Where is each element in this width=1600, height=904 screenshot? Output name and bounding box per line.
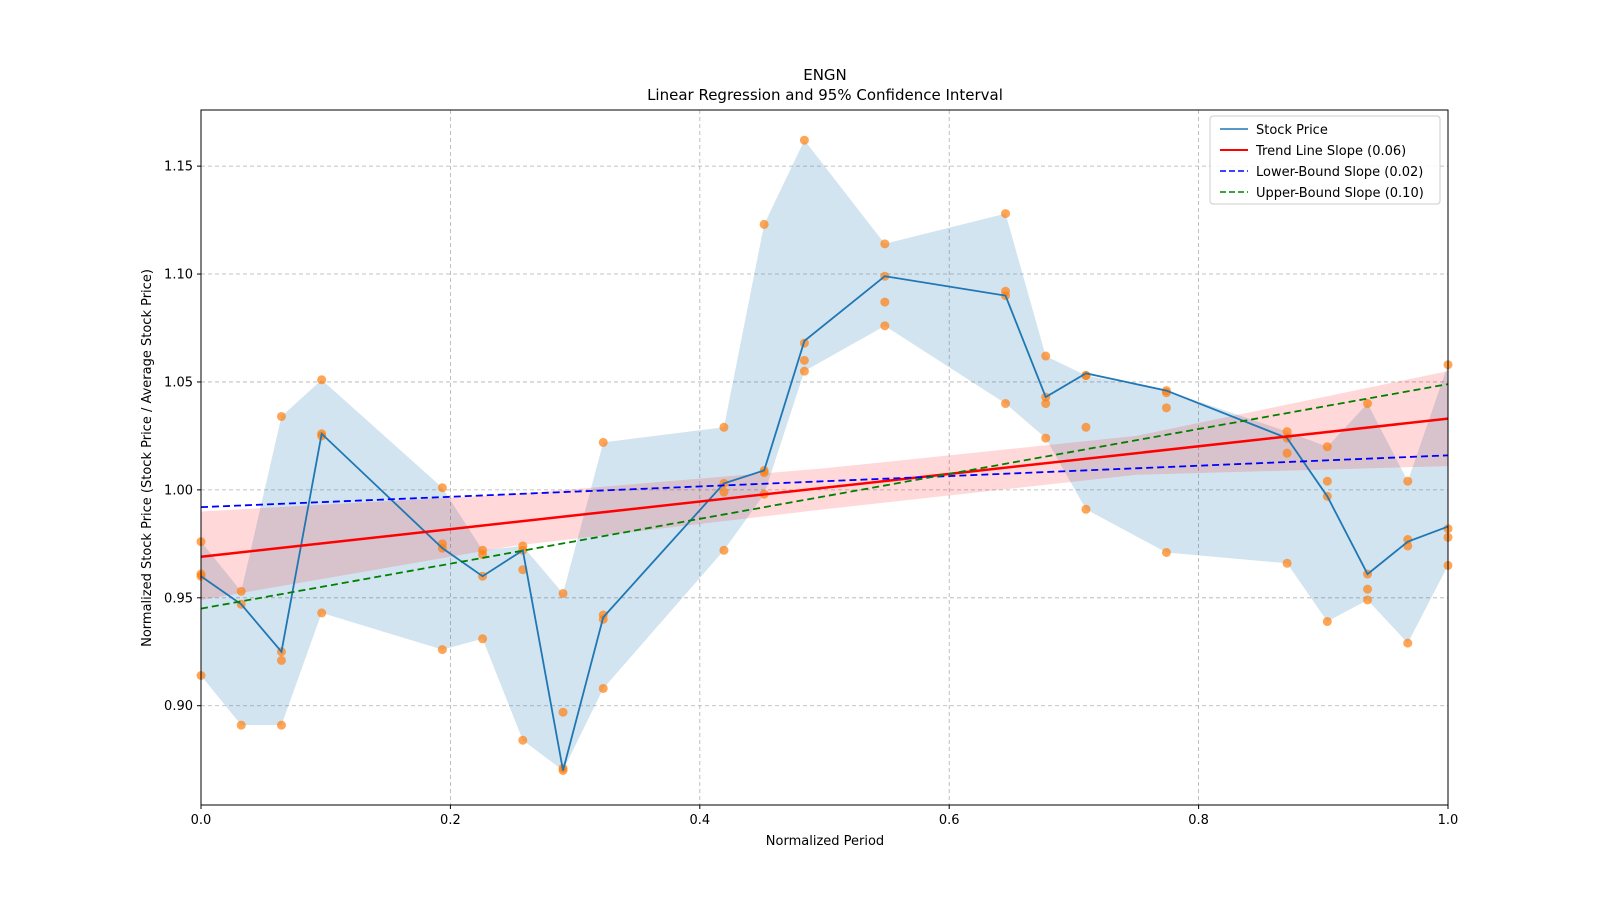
scatter-point — [437, 645, 447, 655]
legend-trend-label: Trend Line Slope (0.06) — [1255, 144, 1406, 159]
scatter-point — [1041, 351, 1051, 361]
scatter-point — [276, 720, 286, 730]
scatter-point — [1363, 584, 1373, 594]
scatter-point — [719, 487, 729, 497]
scatter-point — [1081, 504, 1091, 514]
x-tick-label: 0.6 — [939, 813, 960, 828]
scatter-point — [1001, 399, 1011, 409]
chart-subtitle: Linear Regression and 95% Confidence Int… — [647, 86, 1003, 104]
scatter-point — [317, 608, 327, 618]
x-tick-label: 0.4 — [689, 813, 710, 828]
scatter-point — [1041, 399, 1051, 409]
scatter-point — [1041, 433, 1051, 443]
trend-line — [200, 417, 1449, 559]
legend-stock-label: Stock Price — [1256, 123, 1328, 138]
y-tick-label: 1.15 — [164, 160, 193, 175]
scatter-point — [558, 588, 568, 598]
scatter-point — [1322, 476, 1332, 486]
y-tick-label: 1.05 — [164, 375, 193, 390]
scatter-point — [276, 655, 286, 665]
lower-bound-line — [200, 454, 1449, 509]
scatter-point — [799, 135, 809, 145]
y-tick-label: 0.95 — [164, 591, 193, 606]
scatter-point — [1363, 399, 1373, 409]
x-tick-label: 0.0 — [191, 813, 212, 828]
chart-title: ENGN — [803, 66, 847, 84]
scatter-point — [1322, 617, 1332, 627]
x-axis-label: Normalized Period — [766, 834, 884, 849]
scatter-point — [1001, 209, 1011, 219]
scatter-point — [1282, 427, 1292, 437]
scatter-point — [478, 634, 488, 644]
scatter-point — [799, 366, 809, 376]
y-axis-label: Normalized Stock Price (Stock Price / Av… — [140, 269, 155, 647]
y-tick-label: 0.90 — [164, 699, 193, 714]
x-tick-label: 0.8 — [1188, 813, 1209, 828]
scatter-point — [598, 683, 608, 693]
y-tick-label: 1.00 — [164, 483, 193, 498]
scatter-point — [437, 483, 447, 493]
scatter-point — [719, 545, 729, 555]
scatter-point — [1403, 638, 1413, 648]
stock-price-range-band — [201, 140, 1448, 771]
axes-frame — [200, 109, 1449, 806]
scatter-point — [518, 735, 528, 745]
scatter-point — [236, 586, 246, 596]
scatter-point — [1403, 476, 1413, 486]
scatter-point — [236, 720, 246, 730]
scatter-point — [1403, 541, 1413, 551]
scatter-point — [1161, 547, 1171, 557]
scatter-point — [598, 437, 608, 447]
scatter-point — [558, 707, 568, 717]
legend-lower-label: Lower-Bound Slope (0.02) — [1256, 165, 1423, 180]
scatter-point — [276, 411, 286, 421]
scatter-point — [880, 321, 890, 331]
legend: Stock Price Trend Line Slope (0.06) Lowe… — [1209, 115, 1441, 205]
scatter-point — [880, 239, 890, 249]
x-tick-label: 1.0 — [1438, 813, 1459, 828]
scatter-point — [1081, 422, 1091, 432]
scatter-point — [759, 219, 769, 229]
upper-bound-line — [200, 383, 1449, 610]
stock-price-line — [200, 275, 1449, 771]
legend-box — [1209, 115, 1441, 205]
y-tick-label: 1.10 — [164, 268, 193, 283]
x-tick-label: 0.2 — [440, 813, 461, 828]
scatter-point — [799, 355, 809, 365]
scatter-point — [1282, 558, 1292, 568]
scatter-point — [1161, 403, 1171, 413]
scatter-point — [1322, 442, 1332, 452]
scatter-point — [719, 422, 729, 432]
legend-upper-label: Upper-Bound Slope (0.10) — [1256, 186, 1424, 201]
scatter-point — [317, 375, 327, 385]
scatter-point — [880, 297, 890, 307]
scatter-point — [1282, 448, 1292, 458]
scatter-point — [1363, 595, 1373, 605]
trend-confidence-band — [201, 371, 1448, 600]
